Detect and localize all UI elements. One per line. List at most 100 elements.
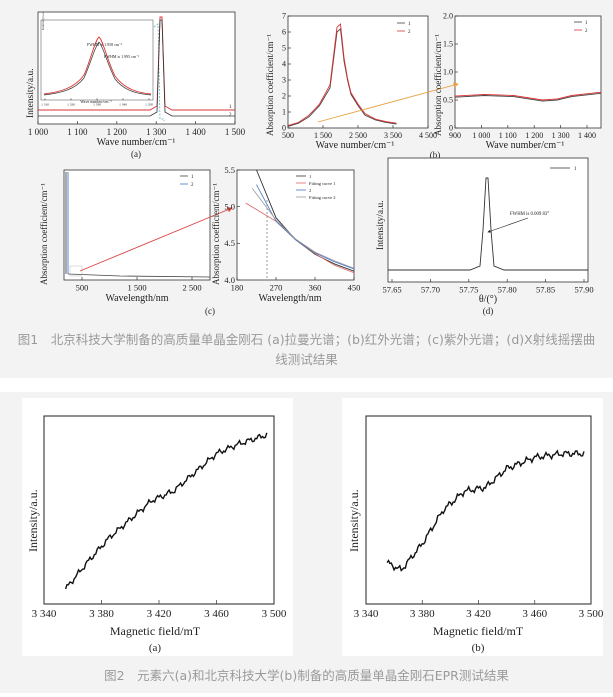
- fig1b-right-legend-2: 2: [585, 29, 588, 34]
- fig1b-right-y-tick-label-1: 0.5: [443, 96, 453, 105]
- fig1b-right-x-tick-label-3: 1 200: [525, 131, 543, 140]
- fig1b-left-series-1: [287, 27, 397, 127]
- fig1c-right-legend-2: Fitting curve 1: [309, 181, 336, 186]
- fig1d-x-tick-label-4: 57.85: [536, 285, 555, 295]
- fig1c-left-legend-2: 2: [191, 183, 194, 188]
- fig1b-left-legend-1: 1: [408, 22, 411, 27]
- fig1d-sublabel: (d): [483, 306, 494, 316]
- fig1d-chart: 1 FWHM is 0.009 83° 57.65 57.70 57.75 57.80…: [376, 157, 594, 316]
- fig1a-inset-x-tick-label-2: 1 330: [93, 103, 101, 107]
- fig1c-left-zoom-box: [69, 265, 83, 277]
- fig1b-right-legend-1: 1: [585, 21, 588, 26]
- fig2a-x-tick-label-1: 3 380: [89, 608, 114, 620]
- fig1c-right-frame: [236, 169, 355, 281]
- fig1a-inset-x-tick-label-1: 1 320: [67, 103, 75, 107]
- fig1b-left-x-tick-label-0: 500: [282, 131, 294, 140]
- fig1c-right-x-tick-label-0: 180: [231, 283, 244, 293]
- fig1a-inset-frame: [40, 19, 154, 101]
- fig1b-left-legend-2: 2: [408, 30, 411, 35]
- fig1d-series-1: [388, 177, 588, 271]
- fig2b-x-tick-label-2: 3 420: [466, 608, 491, 620]
- fig1b-right-ylabel: Absorption coefficient/cm⁻¹: [433, 34, 443, 136]
- fig1b-left-x-tick-label-1: 1 500: [314, 131, 332, 140]
- figure-1-svg: FWHM is 1.958 cm⁻¹ FWHM is 1.995 cm⁻¹ Wa…: [26, 11, 602, 316]
- fig1b-left-x-tick-label-4: 4 500: [419, 131, 437, 140]
- fig2b-series: [386, 449, 585, 572]
- fig2b-x-tick-label-4: 3 500: [579, 608, 604, 620]
- fig1a-x-tick-label-0: 1 000: [28, 127, 49, 137]
- fig1a-legend-2: 2: [229, 113, 232, 118]
- fig1d-note: FWHM is 0.009 83°: [510, 212, 549, 217]
- fig1a-inset-ylabel: Intensity/a.u.: [41, 12, 45, 30]
- fig1c-right-y-tick-label-3: 5.5: [224, 165, 235, 175]
- fig1c-chart: 1 2 1 Fitting curve 1 2 Fitting curve 2 …: [39, 165, 360, 316]
- fig1b-sublabel: (b): [430, 150, 441, 160]
- fig1c-right-xticks: 180 270 360 450: [231, 277, 361, 293]
- fig2a-sublabel: (a): [149, 642, 162, 654]
- fig1b-right-series-1: [454, 92, 602, 102]
- fig1d-frame: [387, 157, 589, 283]
- fig2a-series: [64, 432, 268, 590]
- fig1a-x-tick-label-1: 1 100: [67, 127, 88, 137]
- fig1b-right-x-tick-label-0: 900: [449, 131, 461, 140]
- fig1c-left-legend: 1 2: [180, 175, 194, 188]
- fig1c-left-x-tick-label-1: 1 500: [127, 283, 146, 293]
- fig1b-left-legend: 1 2: [397, 22, 411, 35]
- fig1d-legend-1: 1: [574, 167, 577, 172]
- fig1b-right-yticks: 0 0.5 1.0 1.5 2.0: [443, 12, 458, 133]
- fig1c-zoom-arrow: [79, 207, 233, 272]
- fig1c-right-legend-1: 1: [309, 174, 311, 179]
- fig1a-xticks: 1 000 1 100 1 200 1 300 1 400 1 500: [28, 121, 246, 137]
- fig1b-right-x-tick-label-5: 1 400: [578, 131, 596, 140]
- fig1b-left-y-tick-label-0: 0: [282, 124, 286, 133]
- fig1a-xlabel: Wave number/cm⁻¹: [97, 137, 176, 148]
- fig1b-right-xticks: 900 1 000 1 100 1 200 1 300 1 400: [449, 125, 596, 140]
- fig1b-left-y-tick-label-7: 7: [282, 12, 286, 21]
- figure-2-caption: 图2 元素六(a)和北京科技大学(b)制备的高质量单晶金刚石EPR测试结果: [104, 668, 509, 683]
- fig1c-left-x-tick-label-2: 2 500: [182, 283, 201, 293]
- fig1d-x-tick-label-5: 57.90: [574, 285, 593, 295]
- fig2a-xticks: 3 340 3 380 3 420 3 460 3 500: [32, 600, 287, 620]
- fig2a-chart: 3 340 3 380 3 420 3 460 3 500 Magnetic field…: [26, 415, 287, 654]
- fig1d-x-tick-label-2: 57.75: [459, 285, 478, 295]
- fig2b-ylabel: Intensity/a.u.: [347, 489, 361, 552]
- fig1b-left-xlabel: Wave number/cm⁻¹: [316, 140, 395, 151]
- fig1b-right-y-tick-label-3: 1.5: [443, 40, 453, 49]
- fig1a-chart: FWHM is 1.958 cm⁻¹ FWHM is 1.995 cm⁻¹ Wa…: [26, 11, 246, 159]
- fig1b-left-series-2: [287, 23, 397, 127]
- fig1b-right-y-tick-label-0: 0: [449, 124, 453, 133]
- fig1b-left-frame: [287, 15, 429, 129]
- fig1c-right-y-tick-label-1: 4.5: [224, 238, 235, 248]
- figure-2-panel: 3 340 3 380 3 420 3 460 3 500 Magnetic field…: [0, 392, 613, 693]
- fig1b-right-y-tick-label-2: 1.0: [443, 68, 453, 77]
- fig1c-sublabel: (c): [205, 306, 215, 316]
- fig2b-x-tick-label-0: 3 340: [354, 608, 379, 620]
- fig2b-sublabel: (b): [472, 642, 485, 654]
- fig1a-inset-xlabel: Wave number/cm⁻¹: [80, 99, 112, 104]
- fig1b-left-y-tick-label-3: 3: [282, 76, 286, 85]
- fig1b-left-yticks: 0 1 2 3 4 5 6 7: [282, 12, 291, 133]
- fig1c-left-legend-1: 1: [191, 175, 194, 180]
- fig1c-right-ylabel: Absorption coefficient/cm⁻¹: [211, 183, 221, 285]
- fig1a-series-2: [38, 19, 235, 117]
- fig1b-right-x-tick-label-4: 1 300: [552, 131, 570, 140]
- fig1b-right-frame: [454, 15, 602, 129]
- fig1c-left-frame: [63, 169, 211, 281]
- fig1d-x-tick-label-3: 57.80: [498, 285, 517, 295]
- fig1c-left-series-2: [67, 273, 211, 278]
- fig1b-left-y-tick-label-4: 4: [282, 60, 286, 69]
- fig2b-xticks: 3 340 3 380 3 420 3 460 3 500: [354, 600, 604, 620]
- fig2a-card: [22, 398, 293, 656]
- fig1a-inset-x-tick-label-0: 1 310: [41, 103, 49, 107]
- fig1b-left-x-tick-label-3: 3 500: [384, 131, 402, 140]
- fig1a-series-1: [38, 16, 235, 111]
- fig1d-note-arrow: [487, 217, 529, 233]
- fig1a-inset-curve-2: [43, 41, 152, 96]
- fig1a-x-tick-label-3: 1 300: [146, 127, 167, 137]
- fig1b-left-y-tick-label-2: 2: [282, 92, 286, 101]
- fig1d-xticks: 57.65 57.70 57.75 57.80 57.85 57.90: [382, 279, 594, 295]
- fig1d-x-tick-label-1: 57.70: [421, 285, 440, 295]
- fig1b-right-legend: 1 2: [574, 21, 588, 34]
- fig1c-right-x-tick-label-3: 450: [348, 283, 361, 293]
- fig1b-right-xlabel: Wave number/cm⁻¹: [486, 140, 565, 151]
